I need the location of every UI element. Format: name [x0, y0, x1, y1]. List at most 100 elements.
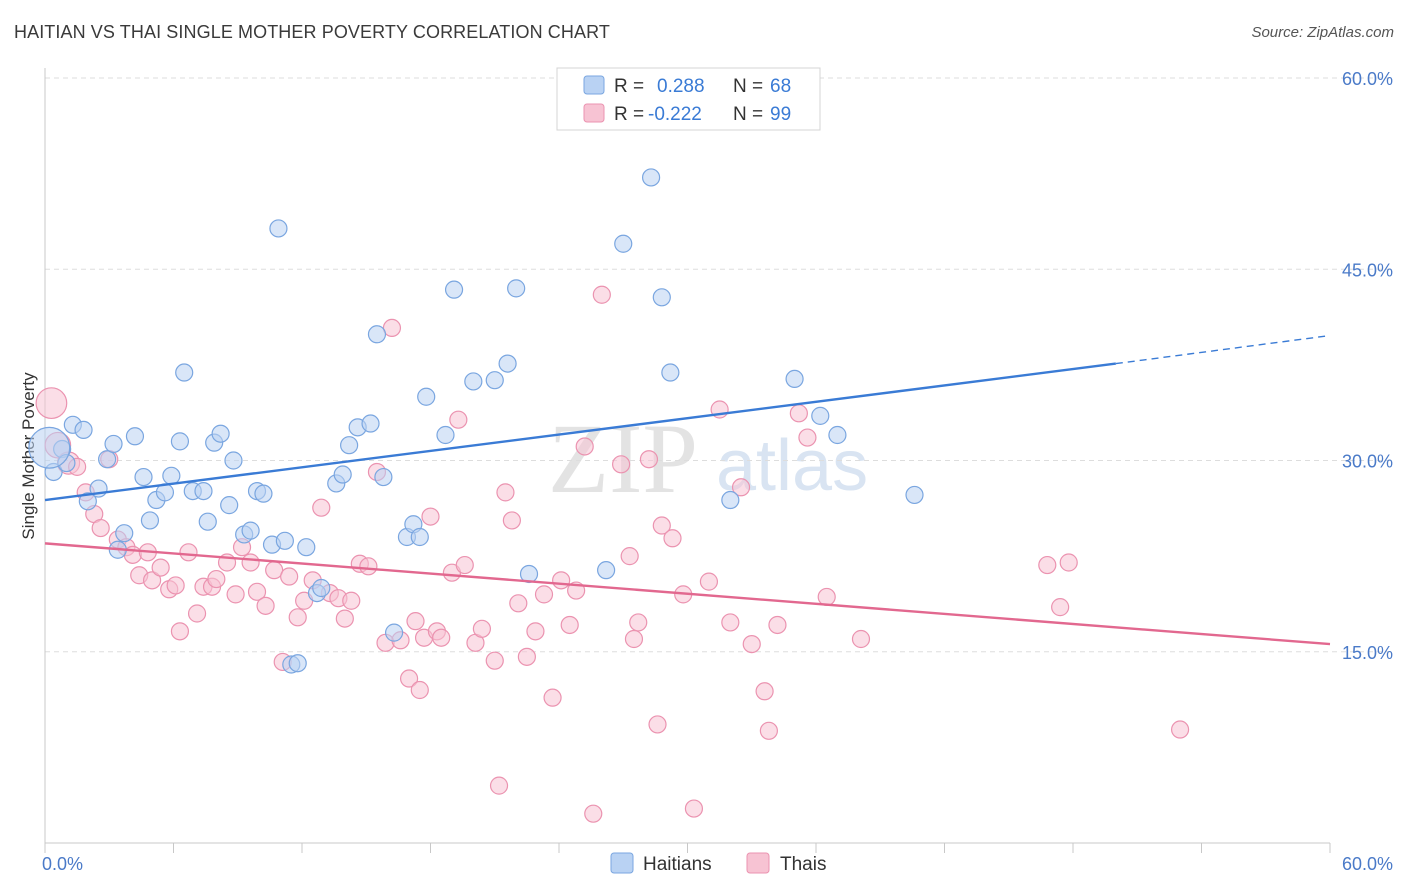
haitians-point	[288, 654, 307, 673]
haitians-point	[384, 623, 404, 642]
legend-r-value-thais: -0.222	[648, 104, 702, 125]
thais-point	[342, 591, 361, 610]
thais-point	[35, 387, 68, 420]
haitians-point	[507, 279, 526, 298]
thais-point	[432, 628, 451, 647]
haitians-point	[614, 234, 633, 253]
series-legend: Haitians Thais	[610, 852, 826, 875]
haitians-point	[811, 406, 830, 425]
thais-point	[543, 688, 562, 707]
trend-line-haitians	[44, 362, 1116, 502]
thais-point	[755, 682, 774, 701]
thais-point	[817, 587, 836, 607]
thais-point	[575, 437, 594, 456]
haitians-point	[905, 485, 924, 505]
haitians-point	[162, 466, 181, 485]
thais-point	[485, 651, 504, 670]
thais-point	[406, 612, 425, 631]
thais-point	[624, 629, 644, 649]
haitians-point	[198, 512, 217, 531]
thais-point	[455, 555, 474, 575]
thais-point	[620, 547, 639, 566]
thais-point	[560, 615, 579, 635]
haitians-point	[340, 436, 359, 455]
haitians-point	[367, 325, 387, 344]
legend-n-label-haitians: N =	[733, 76, 763, 97]
thais-point	[534, 585, 554, 604]
haitians-point	[785, 369, 804, 388]
haitians-point	[828, 425, 847, 445]
haitians-point	[269, 219, 288, 238]
thais-point	[359, 557, 378, 576]
legend-r-value-haitians: 0.288	[657, 76, 705, 97]
haitians-point	[498, 354, 517, 373]
haitians-point	[98, 450, 117, 469]
thais-point	[517, 647, 536, 666]
series-haitians	[28, 168, 924, 674]
thais-point	[798, 428, 817, 447]
correlation-legend: R = 0.288 N = 68 R = -0.222 N = 99	[556, 67, 821, 131]
haitians-point	[374, 467, 393, 487]
y-tick-labels: 15.0% 30.0% 45.0% 60.0%	[1342, 69, 1393, 663]
legend-r-label-thais: R =	[614, 104, 644, 125]
thais-point	[241, 553, 260, 572]
y-axis-title: Single Mother Poverty	[19, 372, 38, 540]
haitians-point	[140, 511, 160, 530]
thais-point	[1170, 720, 1190, 739]
thais-point	[552, 571, 571, 590]
thais-point	[648, 715, 667, 734]
thais-point	[592, 285, 611, 304]
legend-n-value-thais: 99	[770, 104, 791, 125]
x-tick-label-min: 0.0%	[42, 854, 83, 874]
thais-point	[207, 569, 226, 589]
bottom-legend-swatch-haitians	[610, 852, 634, 874]
thais-point	[502, 511, 521, 530]
thais-point	[742, 634, 761, 654]
thais-point	[280, 567, 299, 586]
haitians-point	[485, 371, 504, 390]
haitians-point	[125, 427, 145, 446]
haitians-point	[444, 280, 464, 299]
haitians-point	[224, 451, 243, 470]
haitians-point	[254, 484, 273, 503]
haitians-point	[597, 561, 616, 580]
thais-point	[851, 629, 871, 649]
haitians-point	[652, 288, 671, 307]
thais-point	[256, 596, 275, 615]
haitians-point	[410, 527, 429, 547]
thais-point	[1059, 553, 1078, 572]
thais-point	[410, 680, 429, 700]
thais-point	[472, 619, 491, 638]
haitians-point	[661, 363, 680, 382]
thais-point	[584, 804, 603, 823]
thais-point	[288, 608, 307, 627]
series-thais	[35, 285, 1190, 823]
thais-point	[496, 483, 515, 502]
thais-point	[166, 576, 185, 595]
bottom-legend-label-haitians: Haitians	[643, 854, 712, 875]
x-tick-label-max: 60.0%	[1342, 854, 1393, 874]
thais-point	[526, 622, 545, 641]
thais-point	[639, 450, 659, 469]
thais-point	[247, 582, 267, 601]
y-tick-label: 60.0%	[1342, 69, 1393, 89]
haitians-point	[175, 363, 194, 382]
thais-point	[421, 507, 440, 526]
thais-point	[91, 518, 110, 538]
bottom-legend-swatch-thais	[746, 852, 770, 874]
thais-point	[721, 613, 740, 632]
thais-point	[170, 622, 190, 641]
thais-point	[335, 609, 354, 628]
thais-point	[142, 571, 162, 590]
haitians-point	[104, 434, 123, 454]
thais-point	[663, 529, 682, 548]
haitians-point	[241, 521, 260, 540]
haitians-point	[220, 496, 239, 515]
legend-n-label-thais: N =	[733, 104, 763, 125]
trend-lines	[44, 334, 1331, 646]
thais-point	[1038, 555, 1057, 575]
haitians-point	[78, 492, 97, 511]
haitians-point	[641, 168, 661, 187]
thais-point	[151, 558, 170, 577]
